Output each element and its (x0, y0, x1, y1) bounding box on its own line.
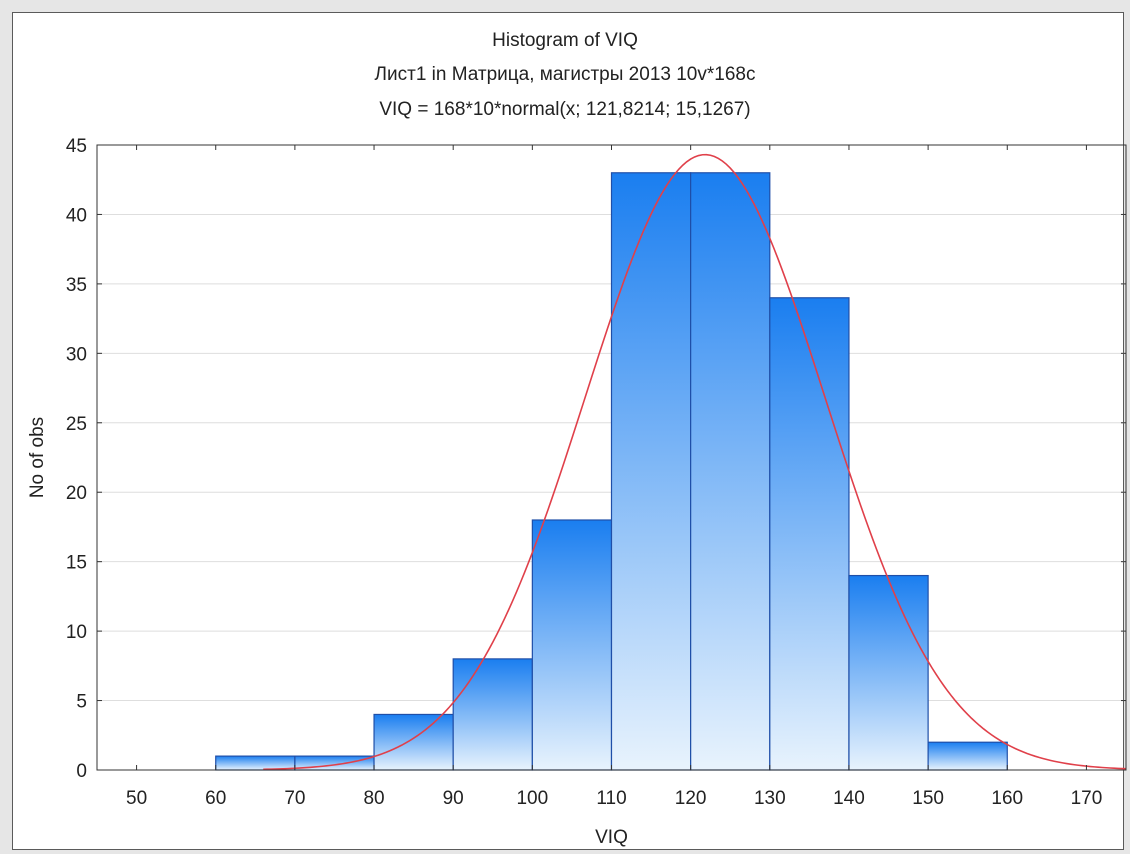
x-tick-label: 150 (912, 788, 944, 809)
x-tick-label: 80 (363, 788, 384, 809)
y-tick-label: 30 (66, 344, 87, 365)
y-tick-label: 10 (66, 622, 87, 643)
histogram-bar (848, 574, 929, 771)
histogram-bar (927, 741, 1008, 771)
y-tick-label: 45 (66, 136, 87, 157)
axis-ticks (97, 144, 1126, 771)
histogram-bar (215, 755, 296, 771)
y-tick-label: 40 (66, 205, 87, 226)
x-tick-label: 130 (754, 788, 786, 809)
y-tick-labels: 0 5 10 15 20 25 30 35 40 45 (66, 136, 87, 782)
y-tick-label: 35 (66, 275, 87, 296)
y-tick-label: 25 (66, 414, 87, 435)
histogram-bar (769, 297, 850, 771)
histogram-bar (610, 172, 692, 771)
chart-formula: VIQ = 168*10*normal(x; 121,8214; 15,1267… (379, 99, 751, 120)
histogram-bar (531, 519, 613, 771)
chart-title: Histogram of VIQ (492, 30, 638, 51)
y-tick-label: 0 (76, 761, 87, 782)
y-tick-label: 15 (66, 553, 87, 574)
histogram-bar (373, 713, 454, 771)
normal-fit-curve (263, 153, 1127, 771)
histogram-bar (690, 172, 771, 771)
x-tick-label: 140 (833, 788, 865, 809)
y-tick-label: 20 (66, 483, 87, 504)
x-tick-label: 90 (443, 788, 464, 809)
x-tick-label: 60 (205, 788, 226, 809)
chart-subtitle: Лист1 in Матрица, магистры 2013 10v*168c (374, 64, 756, 85)
x-tick-label: 120 (675, 788, 707, 809)
x-tick-label: 160 (991, 788, 1023, 809)
x-axis-title: VIQ (595, 827, 628, 848)
x-tick-labels: 50 60 70 80 90 100 110 120 130 140 150 160 170 (126, 788, 1102, 809)
x-tick-label: 110 (596, 788, 626, 809)
x-tick-label: 100 (516, 788, 548, 809)
x-tick-label: 170 (1071, 788, 1103, 809)
x-tick-label: 50 (126, 788, 147, 809)
histogram-bar (452, 658, 533, 771)
y-axis-title: No of obs (27, 417, 48, 498)
histogram-bars (215, 172, 1008, 771)
y-tick-label: 5 (76, 692, 87, 713)
x-tick-label: 70 (284, 788, 305, 809)
